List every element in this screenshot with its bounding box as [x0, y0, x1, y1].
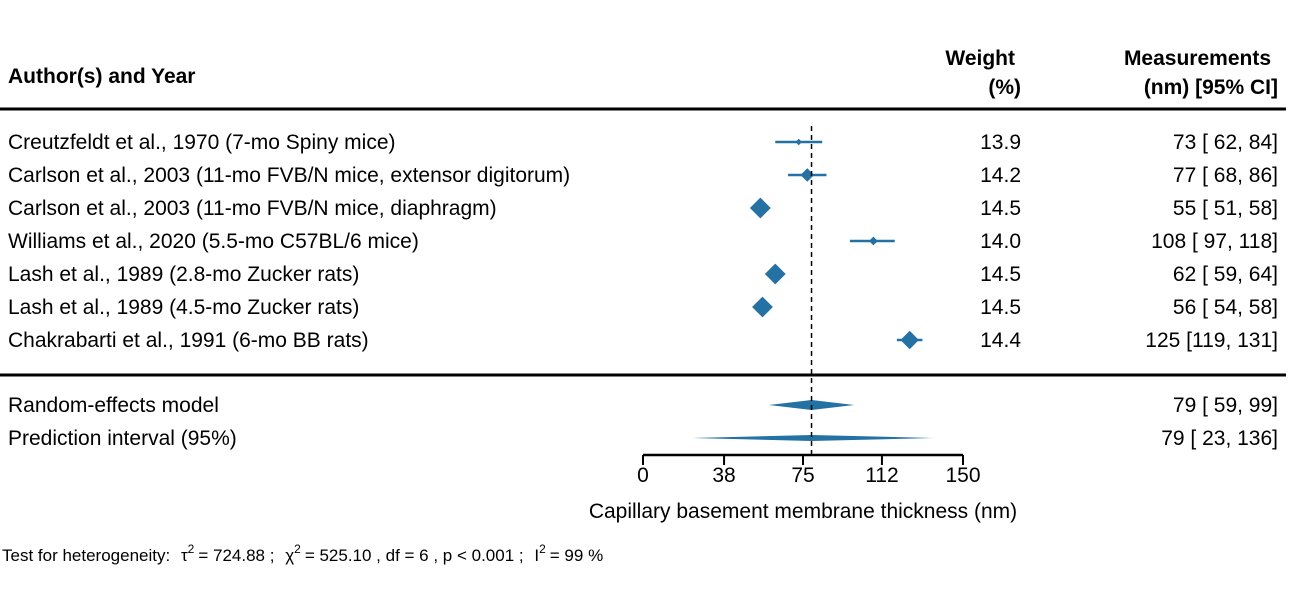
study-weight: 14.5 — [980, 263, 1021, 286]
point-estimate — [752, 296, 773, 318]
header-weight-line1: Weight — [945, 47, 1015, 70]
prediction-ci-text: 79 [ 23, 136] — [1161, 427, 1278, 450]
study-ci-text: 62 [ 59, 64] — [1173, 263, 1278, 286]
study-label: Carlson et al., 2003 (11-mo FVB/N mice, … — [8, 164, 570, 187]
point-estimate — [800, 168, 815, 182]
point-estimate — [749, 197, 771, 219]
study-label: Lash et al., 1989 (4.5-mo Zucker rats) — [8, 296, 359, 319]
study-ci-text: 77 [ 68, 86] — [1173, 164, 1278, 187]
heterogeneity-text: Test for heterogeneity: τ2 = 724.88 ; χ2 =… — [2, 542, 603, 565]
header-weight-line2: (%) — [988, 76, 1021, 99]
x-tick-label: 75 — [791, 464, 814, 487]
prediction-label: Prediction interval (95%) — [8, 427, 237, 450]
point-estimate — [900, 330, 919, 350]
x-tick-label: 112 — [865, 464, 898, 487]
x-tick-label: 0 — [637, 464, 649, 487]
header-study: Author(s) and Year — [8, 65, 195, 88]
point-estimate — [795, 138, 802, 146]
summary-label: Random-effects model — [8, 394, 219, 417]
study-weight: 13.9 — [980, 131, 1021, 154]
study-label: Lash et al., 1989 (2.8-mo Zucker rats) — [8, 263, 359, 286]
study-ci-text: 73 [ 62, 84] — [1173, 131, 1278, 154]
study-ci-text: 55 [ 51, 58] — [1173, 197, 1278, 220]
study-ci-text: 56 [ 54, 58] — [1173, 296, 1278, 319]
i2-value: = 99 % — [550, 546, 603, 565]
x-tick-label: 150 — [945, 464, 980, 487]
study-label: Creutzfeldt et al., 1970 (7-mo Spiny mic… — [8, 131, 396, 154]
study-weight: 14.0 — [980, 230, 1021, 253]
study-rows: Creutzfeldt et al., 1970 (7-mo Spiny mic… — [8, 131, 1278, 450]
x-axis-label: Capillary basement membrane thickness (n… — [589, 500, 1017, 523]
study-weight: 14.4 — [980, 329, 1021, 352]
study-ci-text: 125 [119, 131] — [1145, 329, 1278, 352]
study-weight: 14.2 — [980, 164, 1021, 187]
plot-marks — [692, 126, 934, 455]
tau2-value: = 724.88 ; — [198, 546, 274, 565]
x-axis: 0 38 75 112 150 — [637, 453, 981, 487]
prediction-interval — [692, 435, 934, 441]
x-tick-label: 38 — [712, 464, 735, 487]
study-ci-text: 108 [ 97, 118] — [1151, 230, 1278, 253]
chi2-value: = 525.10 , df = 6 , p < 0.001 ; — [305, 546, 524, 565]
study-weight: 14.5 — [980, 197, 1021, 220]
study-label: Chakrabarti et al., 1991 (6-mo BB rats) — [8, 329, 369, 352]
header-measure-line1: Measurements — [1124, 47, 1271, 70]
study-label: Carlson et al., 2003 (11-mo FVB/N mice, … — [8, 197, 497, 220]
study-weight: 14.5 — [980, 296, 1021, 319]
header-measure-line2: (nm) [95% CI] — [1144, 76, 1278, 99]
study-label: Williams et al., 2020 (5.5-mo C57BL/6 mi… — [8, 230, 419, 253]
point-estimate — [764, 263, 786, 285]
point-estimate — [869, 236, 878, 246]
heterogeneity-prefix: Test for heterogeneity: — [2, 546, 170, 565]
summary-ci-text: 79 [ 59, 99] — [1173, 394, 1278, 417]
